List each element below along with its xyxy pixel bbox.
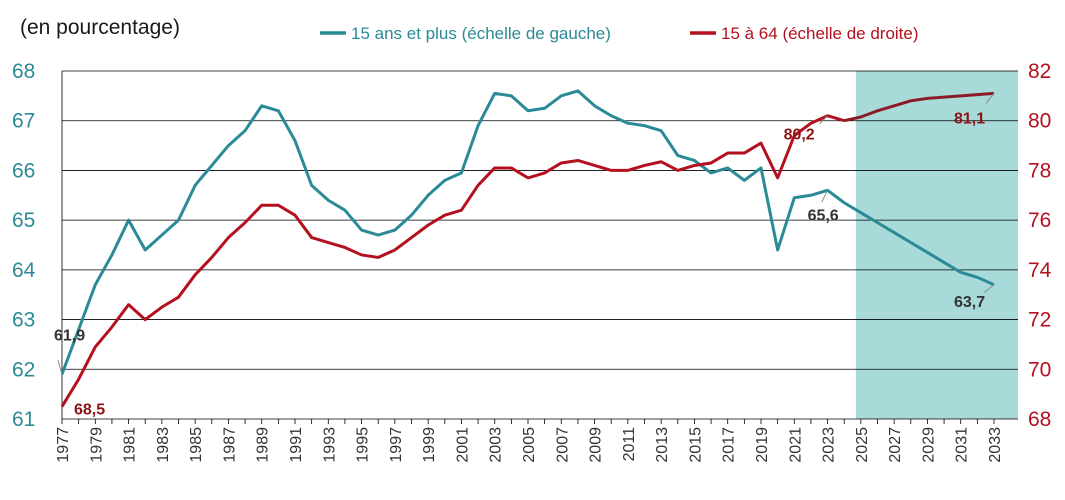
y-right-tick-label: 72 bbox=[1028, 309, 1051, 332]
y-left-tick-label: 68 bbox=[12, 60, 35, 83]
y-right-tick-label: 78 bbox=[1028, 159, 1051, 182]
y-axis-right: 68 70 72 74 76 78 80 82 bbox=[1028, 60, 1052, 431]
annotation-leader bbox=[821, 190, 829, 203]
legend-label-15-64: 15 à 64 (échelle de droite) bbox=[721, 24, 919, 43]
x-tick-label: 1993 bbox=[321, 427, 338, 463]
series-line-15-64-projection bbox=[843, 91, 995, 123]
grid-lines bbox=[61, 70, 1018, 420]
x-tick-label: 1979 bbox=[88, 427, 105, 463]
x-tick-label: 1989 bbox=[255, 427, 272, 463]
annotation-label: 80,2 bbox=[784, 127, 815, 144]
y-left-tick-label: 62 bbox=[12, 358, 35, 381]
x-tick-label: 1983 bbox=[155, 427, 172, 463]
x-tick-label: 1981 bbox=[122, 427, 139, 463]
x-tick-label: 1991 bbox=[288, 427, 305, 463]
x-tick-label: 2011 bbox=[621, 427, 638, 462]
y-left-tick-label: 67 bbox=[12, 110, 35, 133]
x-tick-label: 2029 bbox=[920, 427, 937, 463]
y-right-tick-label: 74 bbox=[1028, 259, 1052, 282]
x-tick-label: 2025 bbox=[854, 427, 871, 463]
annotation-leader bbox=[57, 360, 63, 375]
y-left-tick-label: 64 bbox=[12, 259, 36, 282]
x-tick-label: 2031 bbox=[954, 427, 971, 463]
x-tick-label: 1999 bbox=[421, 427, 438, 463]
x-tick-label: 2009 bbox=[588, 427, 605, 463]
series-line-15-plus bbox=[60, 89, 846, 375]
x-tick-label: 2003 bbox=[488, 427, 505, 463]
unit-label: (en pourcentage) bbox=[20, 16, 180, 39]
y-left-tick-label: 63 bbox=[12, 309, 35, 332]
series-lines bbox=[60, 89, 995, 408]
x-tick-label: 2001 bbox=[454, 427, 471, 463]
x-tick-label: 2007 bbox=[554, 427, 571, 463]
legend: 15 ans et plus (échelle de gauche) 15 à … bbox=[320, 24, 919, 43]
annotations: 61,9 68,5 80,2 65,6 81,1 63,7 bbox=[54, 93, 995, 419]
x-tick-label: 2015 bbox=[687, 427, 704, 463]
x-axis: 1977 1979 1981 1983 1985 1987 1989 1991 1993 1995… bbox=[55, 419, 1004, 463]
y-left-tick-label: 66 bbox=[12, 159, 35, 182]
x-tick-label: 2019 bbox=[754, 427, 771, 463]
y-axis-left: 61 62 63 64 65 66 67 68 bbox=[12, 60, 36, 431]
annotation-label: 68,5 bbox=[74, 402, 105, 419]
x-tick-label: 2021 bbox=[787, 427, 804, 463]
y-left-tick-label: 65 bbox=[12, 209, 35, 232]
annotation-leader bbox=[819, 115, 828, 125]
x-tick-label: 2023 bbox=[821, 427, 838, 463]
annotation-label: 63,7 bbox=[954, 294, 985, 311]
projection-shade bbox=[855, 71, 1018, 419]
y-left-tick-label: 61 bbox=[12, 408, 35, 431]
x-tick-label: 2013 bbox=[654, 427, 671, 463]
annotation-label: 81,1 bbox=[954, 110, 985, 127]
x-tick-label: 1997 bbox=[388, 427, 405, 463]
x-tick-label: 2027 bbox=[887, 427, 904, 463]
x-tick-label: 1995 bbox=[355, 427, 372, 463]
x-tick-label: 1985 bbox=[188, 427, 205, 463]
x-tick-label: 2033 bbox=[987, 427, 1004, 463]
series-line-15-plus-projection bbox=[843, 201, 995, 287]
legend-label-15-plus: 15 ans et plus (échelle de gauche) bbox=[351, 24, 611, 43]
annotation-label: 65,6 bbox=[808, 207, 839, 224]
y-right-tick-label: 80 bbox=[1028, 110, 1051, 133]
x-tick-label: 1977 bbox=[55, 427, 72, 463]
y-right-tick-label: 82 bbox=[1028, 60, 1051, 83]
annotation-leader bbox=[985, 93, 995, 104]
y-right-tick-label: 76 bbox=[1028, 209, 1051, 232]
y-right-tick-label: 70 bbox=[1028, 358, 1051, 381]
annotation-leader bbox=[983, 284, 995, 294]
y-right-tick-label: 68 bbox=[1028, 408, 1051, 431]
x-tick-label: 2017 bbox=[721, 427, 738, 463]
x-tick-label: 1987 bbox=[221, 427, 238, 463]
x-tick-label: 2005 bbox=[521, 427, 538, 463]
annotation-label: 61,9 bbox=[54, 327, 85, 344]
series-line-15-64 bbox=[60, 114, 845, 408]
